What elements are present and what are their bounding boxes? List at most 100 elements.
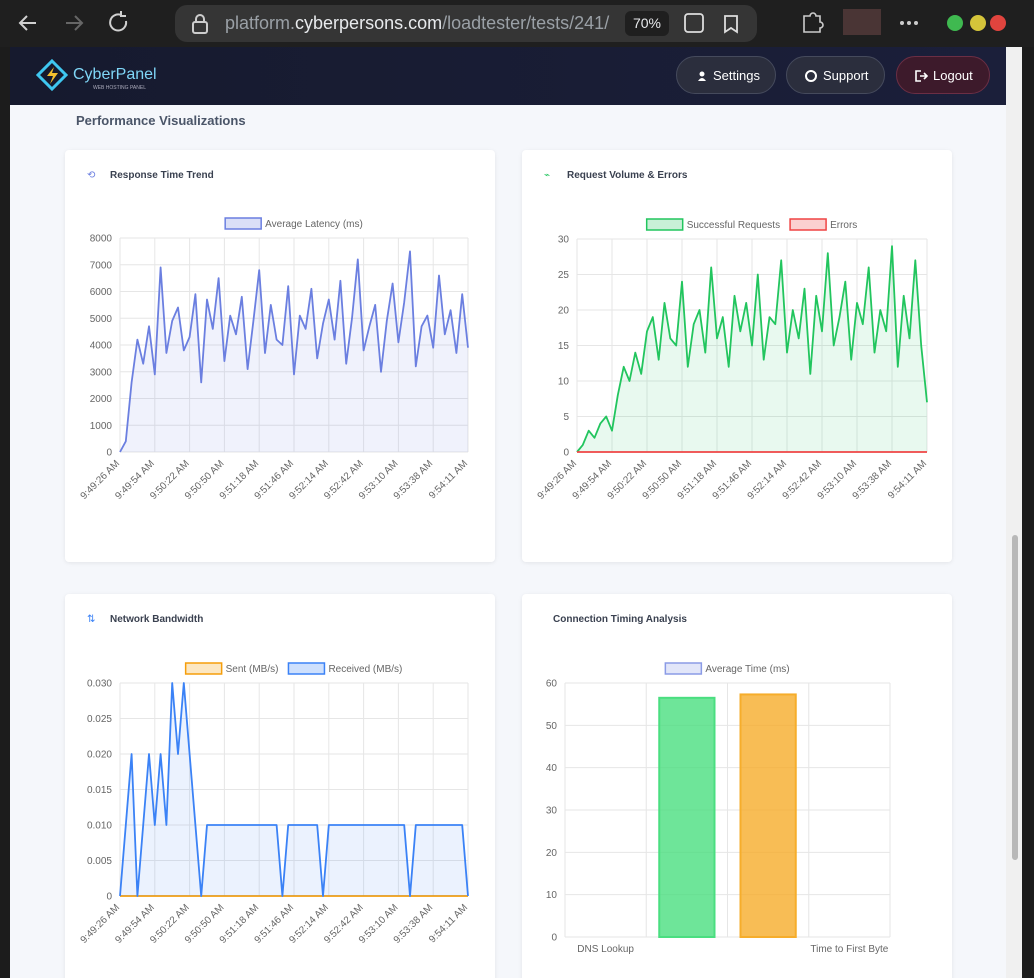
- back-button[interactable]: [18, 15, 36, 31]
- page: CyberPanel WEB HOSTING PANEL Settings Su…: [10, 47, 1006, 978]
- legend-label: Average Time (ms): [705, 664, 789, 675]
- series-line: [119, 682, 469, 897]
- y-tick-label: 5: [563, 412, 569, 423]
- y-tick-label: 5000: [90, 314, 113, 325]
- series-line: [576, 245, 928, 453]
- legend-label: Received (MB/s): [328, 664, 402, 675]
- y-tick-label: 30: [546, 806, 558, 817]
- y-tick-label: 1000: [90, 421, 113, 432]
- y-tick-label: 0: [563, 448, 569, 459]
- y-tick-label: 50: [546, 721, 558, 732]
- zoom-level[interactable]: 70%: [625, 11, 669, 36]
- forward-button[interactable]: [66, 15, 84, 31]
- y-tick-label: 0: [106, 892, 112, 903]
- settings-button[interactable]: Settings: [676, 56, 776, 94]
- close[interactable]: [990, 15, 1006, 31]
- y-tick-label: 60: [546, 679, 558, 690]
- y-tick-label: 20: [546, 848, 558, 859]
- y-tick-label: 0.010: [87, 821, 112, 832]
- y-tick-label: 25: [558, 270, 570, 281]
- url-prefix: platform.: [225, 13, 296, 33]
- address-bar[interactable]: platform.cyberpersons.com/loadtester/tes…: [175, 5, 757, 42]
- section-title: Performance Visualizations: [76, 113, 246, 128]
- legend-swatch: [224, 217, 262, 230]
- scroll-thumb[interactable]: [1012, 535, 1018, 860]
- url: platform.cyberpersons.com/loadtester/tes…: [225, 5, 609, 42]
- chart-icon: ⌁: [544, 170, 550, 181]
- legend-swatch: [645, 218, 684, 231]
- url-host: cyberpersons.com: [295, 13, 443, 33]
- series-line: [119, 250, 469, 453]
- top-bar: CyberPanel WEB HOSTING PANEL Settings Su…: [10, 47, 1006, 105]
- nav-icons: [18, 11, 128, 32]
- y-tick-label: 0.005: [87, 856, 112, 867]
- chart-title: Network Bandwidth: [110, 614, 203, 625]
- lock-icon: [192, 14, 208, 34]
- y-tick-label: 6000: [90, 287, 113, 298]
- reload-button[interactable]: [109, 11, 128, 32]
- extensions-button[interactable]: [803, 12, 824, 33]
- window-controls: [803, 9, 1006, 35]
- browser-toolbar: platform.cyberpersons.com/loadtester/tes…: [0, 0, 1034, 47]
- y-tick-label: 2000: [90, 394, 113, 405]
- logout-button[interactable]: Logout: [896, 56, 990, 94]
- y-tick-label: 10: [546, 890, 558, 901]
- chart-card: ⇅ Network Bandwidth 0 0.005 0.010 0.015 0.02…: [65, 594, 495, 978]
- legend-label: Average Latency (ms): [265, 219, 363, 230]
- tagline: WEB HOSTING PANEL: [93, 85, 146, 91]
- brand: CyberPanel: [73, 66, 157, 83]
- y-tick-label: 3000: [90, 367, 113, 378]
- y-tick-label: 0.030: [87, 679, 112, 690]
- legend-swatch: [664, 662, 703, 675]
- y-tick-label: 7000: [90, 260, 113, 271]
- y-tick-label: 10: [558, 377, 570, 388]
- legend-label: Successful Requests: [687, 220, 780, 231]
- bar: [739, 693, 797, 939]
- page-icons: [684, 13, 738, 34]
- bar: [658, 696, 716, 938]
- legend-swatch: [789, 218, 827, 231]
- legend-swatch: [184, 662, 223, 675]
- y-tick-label: 8000: [90, 234, 113, 245]
- chart-title: Response Time Trend: [110, 170, 214, 181]
- url-path: /loadtester/tests/241/: [442, 13, 610, 33]
- button-label: Support: [823, 68, 869, 83]
- chart-title: Connection Timing Analysis: [553, 614, 687, 625]
- x-tick-label: Time to First Byte: [810, 944, 888, 955]
- chart-icon: ⇅: [87, 614, 95, 625]
- series-area: [577, 246, 927, 452]
- y-tick-label: 15: [558, 341, 570, 352]
- y-tick-label: 0.015: [87, 785, 112, 796]
- maximize[interactable]: [970, 15, 986, 31]
- y-tick-label: 0: [106, 448, 112, 459]
- logo: CyberPanel WEB HOSTING PANEL: [36, 59, 157, 92]
- legend-swatch: [287, 662, 326, 675]
- button-label: Logout: [933, 68, 973, 83]
- y-tick-label: 0.020: [87, 750, 112, 761]
- scrollbar[interactable]: [1006, 47, 1022, 978]
- y-tick-label: 20: [558, 306, 570, 317]
- chart: Connection Timing Analysis 0 10 20 30 40 50 60…: [546, 614, 891, 955]
- x-tick-label: DNS Lookup: [577, 944, 634, 955]
- legend-label: Sent (MB/s): [226, 664, 279, 675]
- support-button[interactable]: Support: [786, 56, 885, 94]
- chart-icon: ⟲: [87, 170, 96, 181]
- y-tick-label: 40: [546, 763, 558, 774]
- button-icons: [698, 70, 929, 82]
- button-label: Settings: [713, 68, 760, 83]
- series-area: [120, 683, 468, 896]
- profile-avatar[interactable]: [843, 9, 881, 35]
- chart: ⌁ Request Volume & Errors 0 5 10 15 20 25 30 Su…: [536, 170, 930, 502]
- chart-card: ⌁ Request Volume & Errors 0 5 10 15 20 25 30 Su…: [522, 150, 952, 562]
- y-tick-label: 30: [558, 235, 570, 246]
- y-tick-label: 0.025: [87, 714, 112, 725]
- y-tick-label: 0: [551, 933, 557, 944]
- chart-card: ⟲ Response Time Trend 0 1000 2000 3000 4000 5…: [65, 150, 495, 562]
- y-tick-label: 4000: [90, 341, 113, 352]
- chart-card: Connection Timing Analysis 0 10 20 30 40 50 60…: [522, 594, 952, 978]
- chart: ⇅ Network Bandwidth 0 0.005 0.010 0.015 0.02…: [79, 614, 471, 946]
- chart-title: Request Volume & Errors: [567, 170, 688, 181]
- legend-label: Errors: [830, 220, 857, 231]
- minimize[interactable]: [947, 15, 963, 31]
